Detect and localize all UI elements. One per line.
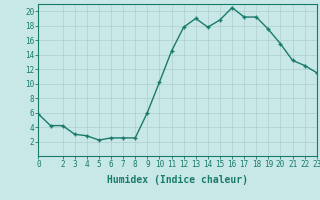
X-axis label: Humidex (Indice chaleur): Humidex (Indice chaleur) (107, 175, 248, 185)
